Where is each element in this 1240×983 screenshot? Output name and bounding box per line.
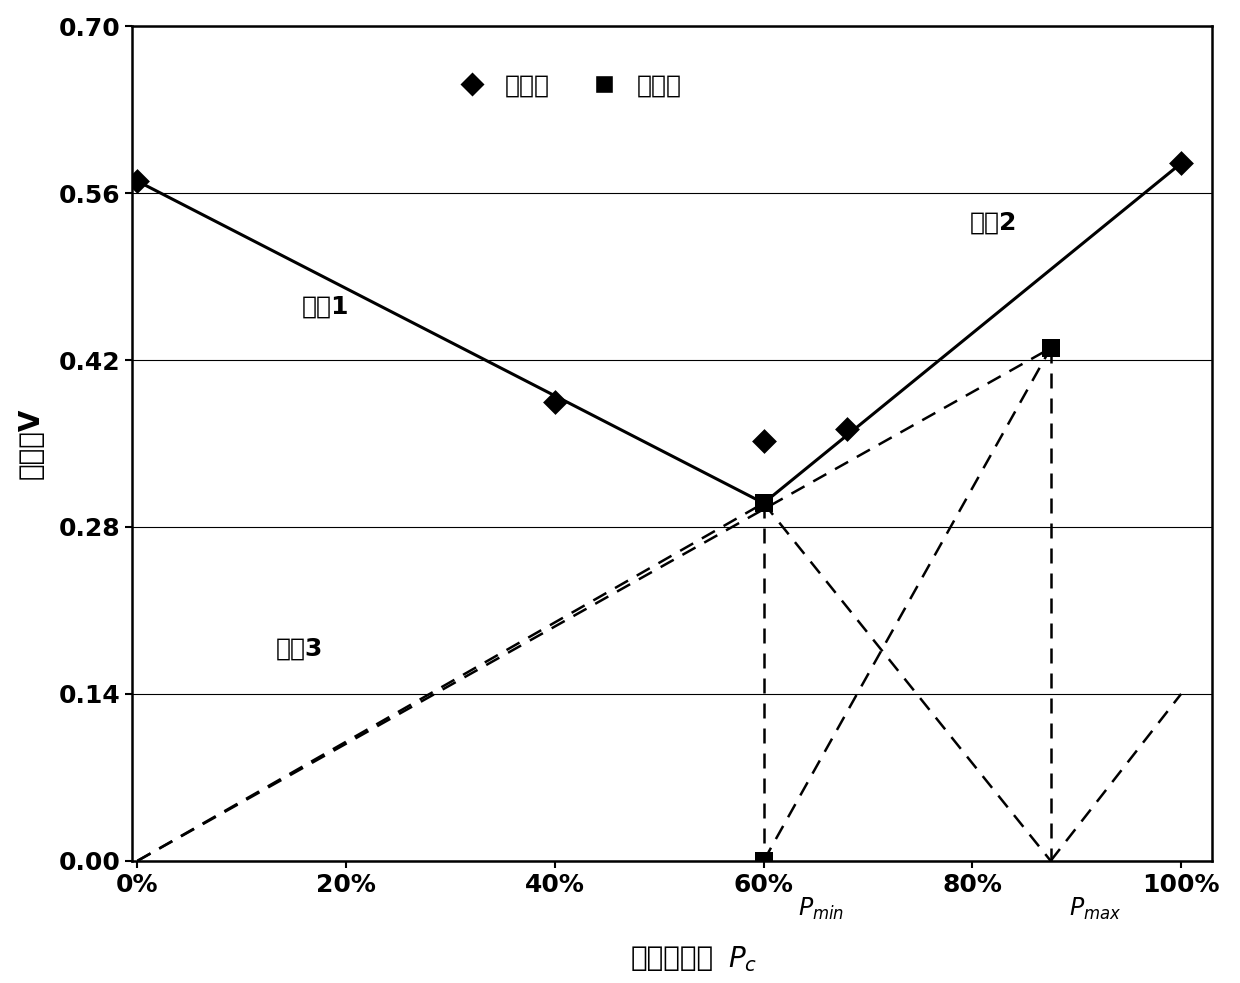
Text: 粗集料含量: 粗集料含量 — [631, 945, 714, 972]
Point — [1040, 340, 1060, 356]
Text: 方程2: 方程2 — [970, 211, 1017, 235]
Point — [546, 394, 565, 410]
Text: 方程1: 方程1 — [301, 294, 350, 318]
Text: 方程3: 方程3 — [275, 637, 322, 661]
Text: $P_c$: $P_c$ — [728, 945, 758, 974]
Text: $P_{min}$: $P_{min}$ — [799, 896, 844, 922]
Point — [128, 173, 148, 189]
Text: $P_{max}$: $P_{max}$ — [1069, 896, 1122, 922]
Point — [754, 853, 774, 869]
Legend: 试验点, 计算点: 试验点, 计算点 — [436, 64, 692, 108]
Point — [1172, 155, 1192, 171]
Point — [754, 434, 774, 449]
Point — [837, 422, 857, 437]
Y-axis label: 空隙率V: 空隙率V — [16, 408, 45, 479]
Point — [754, 495, 774, 511]
